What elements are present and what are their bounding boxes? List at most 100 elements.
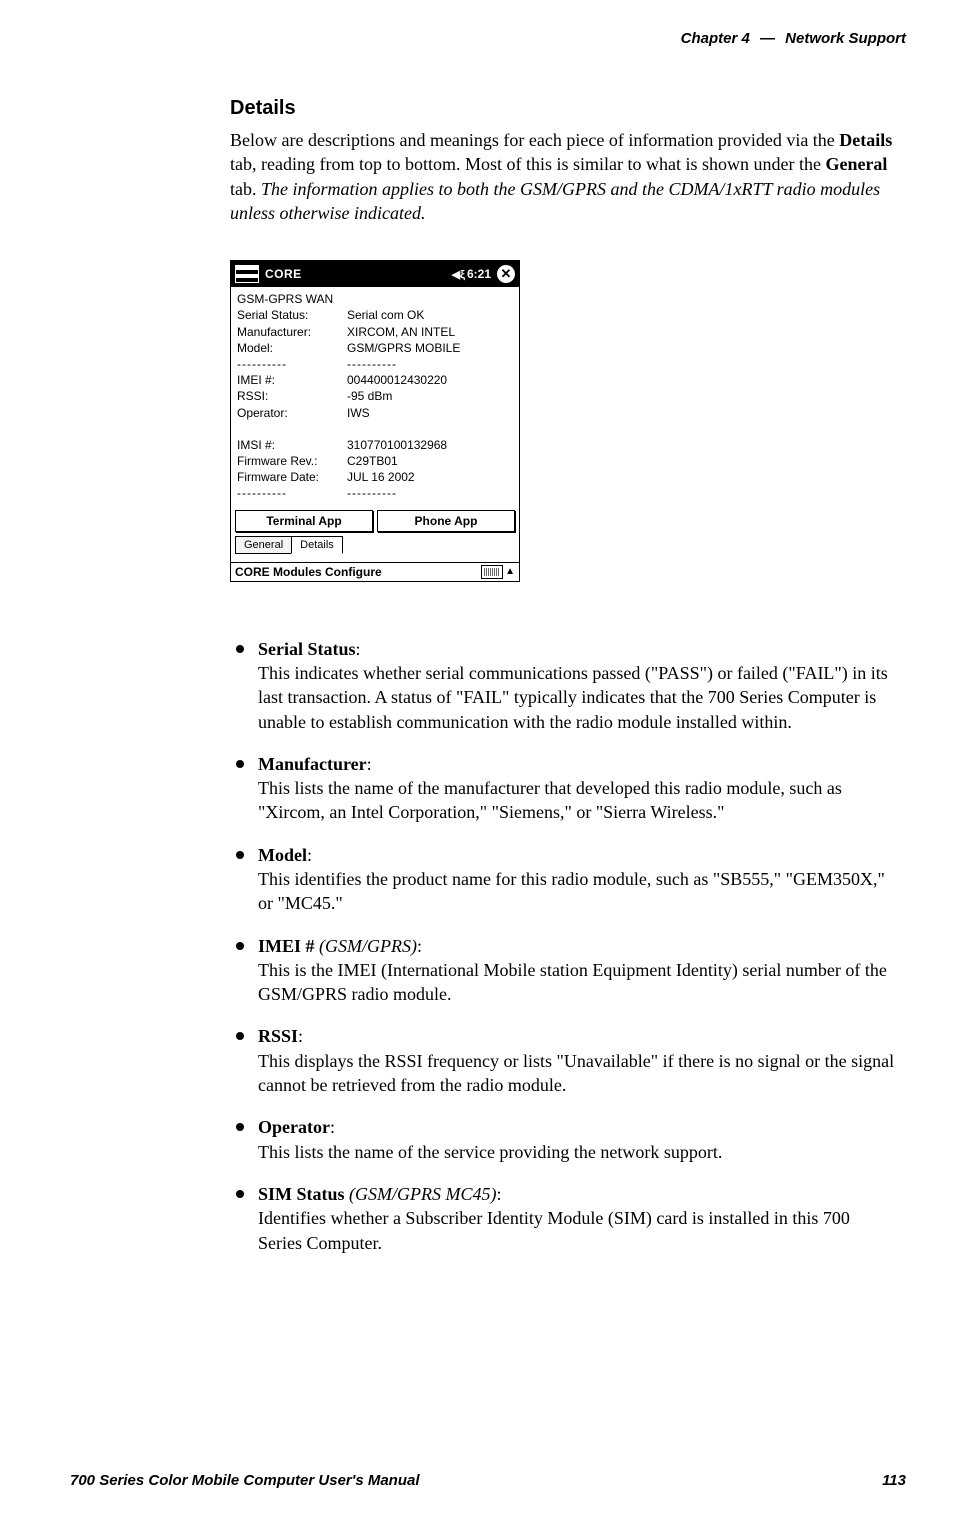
intro-text-1: Below are descriptions and meanings for … (230, 130, 839, 150)
info-value: JUL 16 2002 (347, 469, 513, 485)
term: Serial Status (258, 639, 356, 659)
term-colon: : (298, 1026, 303, 1046)
info-label: Manufacturer: (237, 324, 347, 340)
chapter-title: Network Support (785, 30, 906, 47)
list-item: IMEI # (GSM/GPRS): This is the IMEI (Int… (230, 934, 896, 1007)
footer-manual-title: 700 Series Color Mobile Computer User's … (70, 1472, 420, 1489)
info-value: 004400012430220 (347, 372, 513, 388)
term-colon: : (330, 1117, 335, 1137)
dash-value: ---------- (347, 485, 513, 501)
info-label: RSSI: (237, 388, 347, 404)
term-colon: : (307, 845, 312, 865)
chapter-number: 4 (741, 30, 749, 47)
info-value: XIRCOM, AN INTEL (347, 324, 513, 340)
definition-text: This lists the name of the manufacturer … (258, 778, 842, 822)
term-colon: : (417, 936, 422, 956)
clock-time: 6:21 (467, 267, 491, 281)
screenshot-topbar: CORE ◀ξ 6:21 ✕ (231, 261, 519, 287)
tab-general[interactable]: General (235, 536, 292, 554)
info-row: GSM-GPRS WAN (237, 291, 513, 307)
info-label: Model: (237, 340, 347, 356)
definition-text: This is the IMEI (International Mobile s… (258, 960, 887, 1004)
screenshot-body: GSM-GPRS WAN Serial Status:Serial com OK… (231, 287, 519, 503)
info-value: C29TB01 (347, 453, 513, 469)
definition-text: This indicates whether serial communicat… (258, 663, 888, 732)
terminal-app-button[interactable]: Terminal App (235, 510, 373, 532)
intro-bold-1: Details (839, 130, 892, 150)
definition-text: This displays the RSSI frequency or list… (258, 1051, 894, 1095)
info-label: GSM-GPRS WAN (237, 291, 347, 307)
divider-row: -------------------- (237, 485, 513, 501)
bottombar-text: CORE Modules Configure (235, 565, 382, 579)
chapter-label: Chapter (681, 30, 738, 47)
dash-label: ---------- (237, 356, 347, 372)
info-row: Firmware Date:JUL 16 2002 (237, 469, 513, 485)
start-flag-icon[interactable] (235, 265, 259, 283)
info-row: IMEI #:004400012430220 (237, 372, 513, 388)
definition-list: Serial Status: This indicates whether se… (230, 637, 896, 1255)
info-label: Firmware Date: (237, 469, 347, 485)
phone-app-button[interactable]: Phone App (377, 510, 515, 532)
info-row: RSSI:-95 dBm (237, 388, 513, 404)
info-value: 310770100132968 (347, 437, 513, 453)
blank-row (237, 421, 513, 437)
term: RSSI (258, 1026, 298, 1046)
term: SIM Status (258, 1184, 345, 1204)
term-italic: (GSM/GPRS MC45) (345, 1184, 497, 1204)
list-item: SIM Status (GSM/GPRS MC45): Identifies w… (230, 1182, 896, 1255)
tab-details[interactable]: Details (291, 536, 343, 554)
info-row: Operator:IWS (237, 405, 513, 421)
info-row: Firmware Rev.:C29TB01 (237, 453, 513, 469)
definition-text: This identifies the product name for thi… (258, 869, 885, 913)
page-footer: 700 Series Color Mobile Computer User's … (70, 1472, 906, 1489)
list-item: Serial Status: This indicates whether se… (230, 637, 896, 734)
term-colon: : (497, 1184, 502, 1204)
term-colon: : (367, 754, 372, 774)
term-italic: (GSM/GPRS) (315, 936, 417, 956)
device-screenshot: CORE ◀ξ 6:21 ✕ GSM-GPRS WAN Serial Statu… (230, 260, 520, 581)
screenshot-bottombar: CORE Modules Configure ▲ (231, 562, 519, 581)
section-heading: Details (230, 97, 896, 120)
intro-paragraph: Below are descriptions and meanings for … (230, 128, 896, 225)
list-item: Manufacturer: This lists the name of the… (230, 752, 896, 825)
term-colon: : (356, 639, 361, 659)
footer-page-number: 113 (882, 1472, 906, 1489)
screenshot-button-row: Terminal App Phone App (235, 510, 515, 532)
keyboard-icon[interactable] (481, 565, 503, 579)
intro-italic: The information applies to both the GSM/… (230, 179, 880, 223)
definition-text: This lists the name of the service provi… (258, 1142, 722, 1162)
close-icon[interactable]: ✕ (497, 265, 515, 283)
info-row: Manufacturer:XIRCOM, AN INTEL (237, 324, 513, 340)
term: Operator (258, 1117, 330, 1137)
list-item: Model: This identifies the product name … (230, 843, 896, 916)
intro-bold-2: General (825, 154, 887, 174)
term: IMEI # (258, 936, 315, 956)
info-label: Firmware Rev.: (237, 453, 347, 469)
intro-text-2: tab, reading from top to bottom. Most of… (230, 154, 825, 174)
info-value: GSM/GPRS MOBILE (347, 340, 513, 356)
screenshot-tab-row: General Details (235, 536, 515, 554)
list-item: RSSI: This displays the RSSI frequency o… (230, 1024, 896, 1097)
info-label: Operator: (237, 405, 347, 421)
info-row: Model:GSM/GPRS MOBILE (237, 340, 513, 356)
dash-label: ---------- (237, 485, 347, 501)
info-row: Serial Status:Serial com OK (237, 307, 513, 323)
info-value (347, 291, 513, 307)
up-arrow-icon[interactable]: ▲ (505, 566, 515, 577)
speaker-icon[interactable]: ◀ξ (452, 268, 465, 281)
dash-value: ---------- (347, 356, 513, 372)
intro-text-3: tab. (230, 179, 261, 199)
info-label: Serial Status: (237, 307, 347, 323)
term: Manufacturer (258, 754, 367, 774)
divider-row: -------------------- (237, 356, 513, 372)
page-header: Chapter 4 — Network Support (70, 30, 906, 47)
info-value: Serial com OK (347, 307, 513, 323)
info-value: IWS (347, 405, 513, 421)
list-item: Operator: This lists the name of the ser… (230, 1115, 896, 1164)
info-row: IMSI #:310770100132968 (237, 437, 513, 453)
definition-text: Identifies whether a Subscriber Identity… (258, 1208, 850, 1252)
info-label: IMEI #: (237, 372, 347, 388)
info-value: -95 dBm (347, 388, 513, 404)
term: Model (258, 845, 307, 865)
content-area: Details Below are descriptions and meani… (230, 97, 896, 1255)
